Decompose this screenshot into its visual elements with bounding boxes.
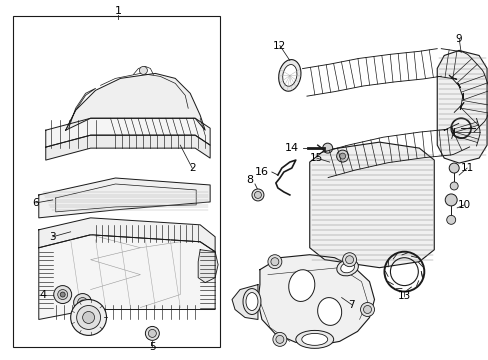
Circle shape <box>446 215 455 224</box>
Circle shape <box>342 253 356 267</box>
Text: 5: 5 <box>149 342 155 352</box>
Circle shape <box>275 336 283 343</box>
Text: 7: 7 <box>347 300 354 310</box>
Circle shape <box>360 302 374 316</box>
Circle shape <box>339 153 345 159</box>
Ellipse shape <box>301 333 327 345</box>
Ellipse shape <box>282 64 296 86</box>
Ellipse shape <box>278 60 300 91</box>
Circle shape <box>71 300 106 336</box>
Circle shape <box>272 332 286 346</box>
Circle shape <box>270 258 278 266</box>
Ellipse shape <box>243 289 261 315</box>
Circle shape <box>60 292 65 297</box>
Ellipse shape <box>317 298 341 325</box>
Text: 6: 6 <box>32 198 39 208</box>
Circle shape <box>251 189 264 201</box>
Text: 13: 13 <box>397 291 410 301</box>
Circle shape <box>363 306 371 314</box>
Ellipse shape <box>288 270 314 301</box>
Text: 14: 14 <box>284 143 298 153</box>
Circle shape <box>148 329 156 337</box>
Polygon shape <box>39 218 215 252</box>
Text: 8: 8 <box>246 175 253 185</box>
Circle shape <box>448 163 458 173</box>
Polygon shape <box>198 250 218 283</box>
Circle shape <box>449 182 457 190</box>
Text: 4: 4 <box>39 289 46 300</box>
Circle shape <box>74 293 91 311</box>
Ellipse shape <box>340 262 354 273</box>
Text: 10: 10 <box>457 200 470 210</box>
Polygon shape <box>46 135 210 160</box>
Text: 15: 15 <box>309 153 323 163</box>
Polygon shape <box>39 235 215 319</box>
Polygon shape <box>65 73 205 130</box>
Text: 12: 12 <box>273 41 286 50</box>
Circle shape <box>254 192 261 198</box>
Circle shape <box>345 256 353 264</box>
Circle shape <box>336 150 348 162</box>
Text: 11: 11 <box>460 163 473 173</box>
Polygon shape <box>258 255 374 345</box>
Circle shape <box>58 289 67 300</box>
Polygon shape <box>65 88 95 130</box>
Circle shape <box>139 67 147 75</box>
Ellipse shape <box>336 260 358 276</box>
Ellipse shape <box>245 293 258 310</box>
Circle shape <box>78 298 87 307</box>
Text: 1: 1 <box>115 6 122 15</box>
Circle shape <box>267 255 281 269</box>
Text: 3: 3 <box>49 232 56 242</box>
Circle shape <box>54 285 72 303</box>
Polygon shape <box>436 50 486 163</box>
Text: 9: 9 <box>455 33 462 44</box>
Circle shape <box>322 143 332 153</box>
Polygon shape <box>309 142 433 268</box>
Circle shape <box>80 300 85 305</box>
Polygon shape <box>46 118 210 147</box>
Circle shape <box>82 311 94 323</box>
Text: 2: 2 <box>188 163 195 173</box>
Polygon shape <box>39 178 210 218</box>
Circle shape <box>77 306 101 329</box>
Circle shape <box>444 194 456 206</box>
Circle shape <box>145 327 159 340</box>
Text: 16: 16 <box>254 167 268 177</box>
Ellipse shape <box>295 330 333 348</box>
Polygon shape <box>232 285 258 319</box>
Bar <box>13 15 220 347</box>
